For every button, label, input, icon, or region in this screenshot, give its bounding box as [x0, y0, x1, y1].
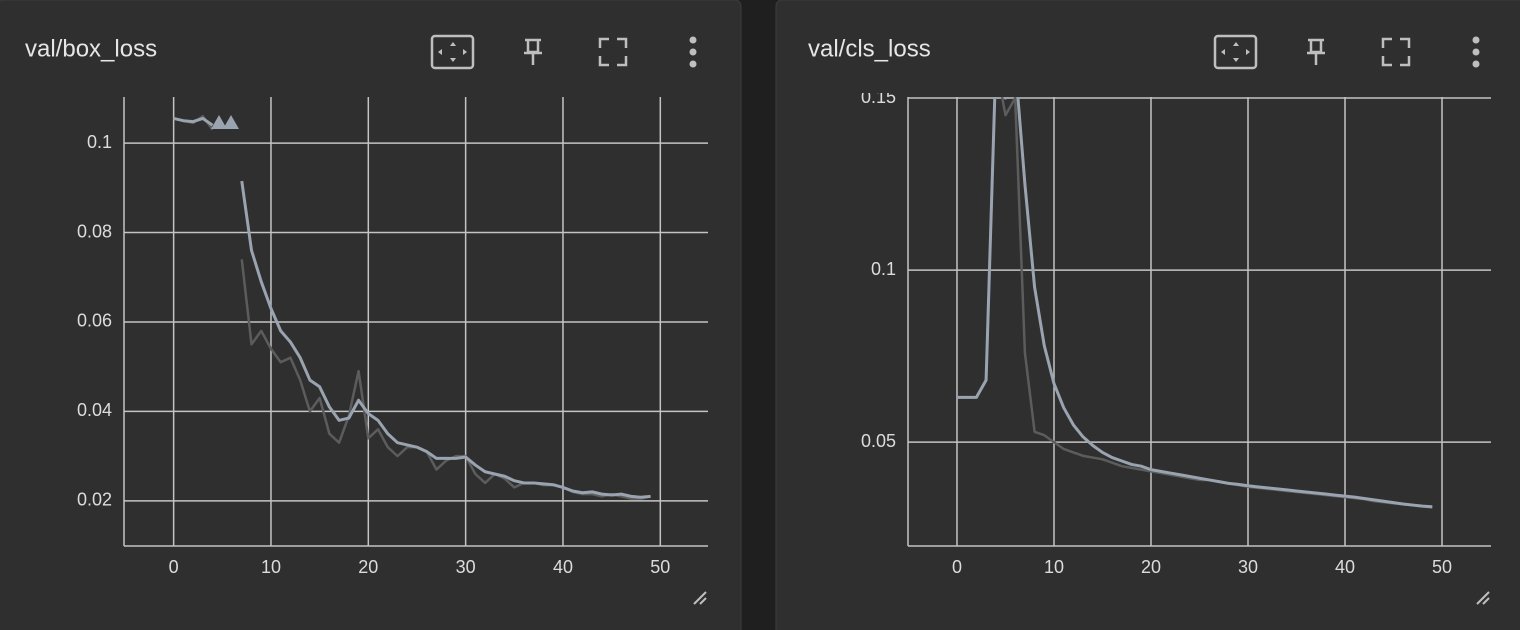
- resize-handle[interactable]: [1476, 591, 1490, 605]
- y-tick-label: 0.08: [77, 221, 112, 241]
- fit-domain-button[interactable]: [430, 34, 475, 70]
- chart-title: val/cls_loss: [808, 35, 931, 62]
- y-tick-label: 0.05: [861, 431, 896, 451]
- plots: 0.02 0.04 0.06 0.08 0.1 0 10 20 30 40 50 0.05 0.1 0.1…: [77, 87, 1491, 577]
- series-line: [173, 116, 651, 499]
- pin-button[interactable]: [1307, 38, 1325, 65]
- y-tick-label: 0.1: [871, 259, 896, 279]
- x-tick-label: 10: [261, 557, 281, 577]
- x-tick-label: 10: [1044, 557, 1064, 577]
- pin-button[interactable]: [524, 38, 542, 65]
- y-tick-label: 0.06: [77, 311, 112, 331]
- fit-domain-button[interactable]: [1213, 34, 1258, 70]
- x-tick-label: 30: [1238, 557, 1258, 577]
- card: [775, 0, 1520, 630]
- fullscreen-button[interactable]: [598, 37, 628, 67]
- card: [0, 0, 742, 630]
- tick-labels: 0.02 0.04 0.06 0.08 0.1 0 10 20 30 40 50: [77, 132, 670, 577]
- x-tick-label: 30: [456, 557, 476, 577]
- y-tick-label: 0.15: [861, 87, 896, 107]
- y-tick-label: 0.04: [77, 400, 112, 420]
- toolbar: [430, 34, 1490, 605]
- x-tick-label: 20: [1141, 557, 1161, 577]
- tick-labels: 0.05 0.1 0.15 0 10 20 30 40 50: [861, 87, 1452, 577]
- x-tick-label: 50: [1432, 557, 1452, 577]
- outlier-marker: [211, 115, 239, 129]
- fullscreen-button[interactable]: [1381, 37, 1411, 67]
- x-tick-label: 0: [952, 557, 962, 577]
- y-tick-label: 0.02: [77, 490, 112, 510]
- series-line: [956, 97, 1433, 509]
- x-tick-label: 0: [169, 557, 179, 577]
- x-tick-label: 50: [650, 557, 670, 577]
- menu-button[interactable]: [1472, 36, 1480, 68]
- x-tick-label: 40: [1335, 557, 1355, 577]
- x-tick-label: 20: [358, 557, 378, 577]
- y-tick-label: 0.1: [87, 132, 112, 152]
- resize-handle[interactable]: [693, 591, 707, 605]
- chart-title: val/box_loss: [25, 35, 157, 62]
- menu-button[interactable]: [689, 36, 697, 68]
- x-tick-label: 40: [553, 557, 573, 577]
